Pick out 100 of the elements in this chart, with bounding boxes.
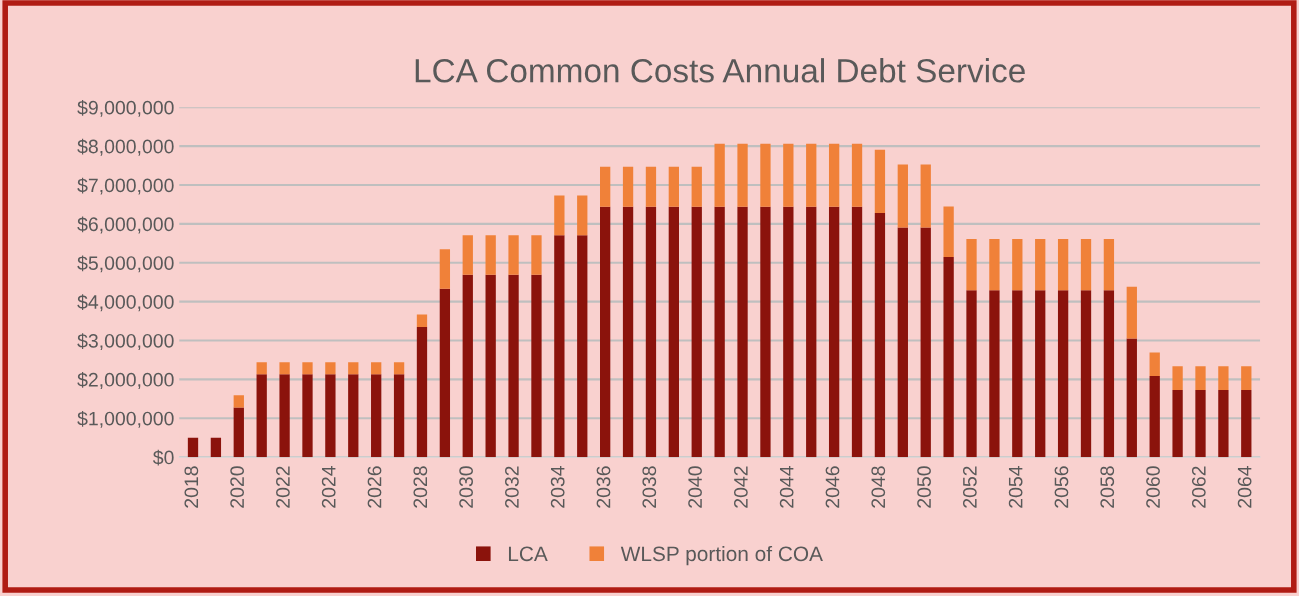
- bar: [668, 166, 679, 207]
- bar: [187, 437, 199, 458]
- bar: [1080, 239, 1092, 291]
- x-tick-label: 2044: [779, 466, 794, 508]
- bar: [760, 206, 771, 458]
- bar: [1126, 338, 1137, 458]
- bar: [1103, 239, 1115, 291]
- bar: [416, 314, 428, 327]
- bar: [645, 166, 657, 207]
- bar: [806, 206, 817, 458]
- bar: [1126, 286, 1137, 339]
- bar: [233, 407, 244, 458]
- bar: [371, 362, 382, 375]
- y-tick-label: $6,000,000: [77, 216, 174, 234]
- bar: [943, 256, 954, 458]
- y-tick-label: $3,000,000: [77, 333, 174, 351]
- x-tick-label: 2034: [550, 466, 565, 508]
- bar: [600, 206, 611, 458]
- bar: [325, 374, 336, 458]
- bar: [622, 166, 634, 207]
- bar: [393, 362, 405, 375]
- bar: [1057, 290, 1069, 458]
- bar: [920, 164, 931, 228]
- bar: [416, 326, 428, 458]
- bar: [348, 362, 359, 375]
- bar: [966, 290, 977, 458]
- bar: [966, 239, 977, 291]
- x-tick-label: 2022: [276, 466, 290, 508]
- bar: [348, 374, 359, 458]
- bar: [1195, 389, 1206, 458]
- bar: [691, 206, 702, 458]
- y-tick-label: $2,000,000: [77, 372, 174, 389]
- bar: [256, 362, 267, 375]
- bar: [1241, 389, 1252, 458]
- bar: [943, 206, 954, 257]
- bar: [233, 395, 244, 408]
- bar: [508, 235, 519, 275]
- bar: [554, 195, 565, 236]
- bar: [668, 206, 679, 458]
- bar: [554, 235, 565, 458]
- x-tick-label: 2048: [871, 466, 886, 508]
- bar: [325, 362, 336, 375]
- x-tick-label: 2058: [1100, 466, 1115, 508]
- bar: [1241, 366, 1252, 390]
- bar: [920, 227, 931, 458]
- bar: [577, 195, 588, 236]
- bar: [783, 206, 794, 458]
- x-tick-label: 2042: [733, 466, 748, 508]
- bar: [302, 374, 313, 458]
- bar: [1103, 290, 1115, 458]
- bar: [1012, 290, 1023, 458]
- x-tick-label: 2030: [459, 466, 473, 508]
- y-tick-label: $5,000,000: [77, 255, 174, 273]
- bar: [279, 374, 290, 458]
- bar: [439, 288, 451, 458]
- bar: [256, 374, 267, 458]
- bar: [874, 213, 886, 458]
- y-tick-label: $1,000,000: [77, 410, 174, 428]
- bar: [279, 362, 290, 375]
- bar: [714, 206, 725, 458]
- bar: [622, 206, 634, 458]
- x-tick-label: 2064: [1237, 466, 1252, 508]
- bar: [783, 143, 794, 207]
- bar: [851, 143, 863, 207]
- bar: [462, 274, 473, 458]
- y-tick-label: $8,000,000: [77, 138, 174, 156]
- bar: [760, 143, 771, 207]
- legend-label: WLSP portion of COA: [620, 545, 823, 566]
- bar: [1057, 239, 1069, 291]
- y-tick-label: $7,000,000: [77, 177, 174, 195]
- bar: [462, 235, 473, 275]
- bar: [531, 274, 542, 458]
- bar: [714, 143, 725, 207]
- y-tick-label: $4,000,000: [77, 294, 174, 312]
- bar: [1035, 239, 1046, 291]
- bar: [485, 274, 496, 458]
- bar: [1195, 366, 1206, 390]
- bar: [828, 206, 840, 458]
- bar: [851, 206, 863, 458]
- bar: [485, 235, 496, 275]
- x-tick-label: 2020: [230, 466, 245, 508]
- y-tick-label: $9,000,000: [77, 99, 174, 117]
- bar: [508, 274, 519, 458]
- bar: [897, 164, 908, 228]
- y-tick-label: $0: [152, 449, 174, 466]
- bar: [1172, 366, 1183, 390]
- x-tick-label: 2046: [825, 466, 840, 508]
- bar: [989, 239, 1000, 291]
- bar: [577, 235, 588, 458]
- bar: [1080, 290, 1092, 458]
- bar: [393, 374, 405, 458]
- bar: [210, 437, 222, 458]
- x-tick-label: 2062: [1191, 466, 1206, 508]
- x-tick-label: 2018: [184, 466, 199, 508]
- x-tick-label: 2028: [413, 466, 428, 508]
- bar: [1218, 389, 1229, 458]
- bar: [737, 143, 748, 207]
- x-tick-label: 2026: [367, 466, 382, 508]
- bar: [1218, 366, 1229, 390]
- bar: [897, 227, 908, 458]
